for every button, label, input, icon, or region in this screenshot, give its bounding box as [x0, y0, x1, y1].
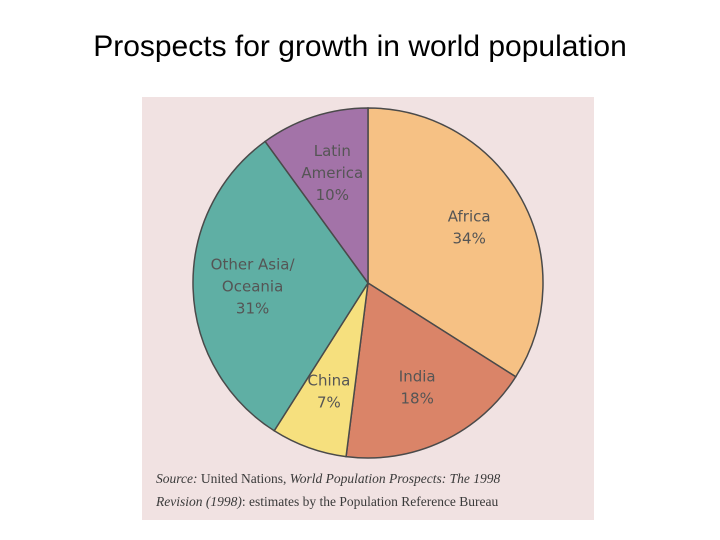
pie-chart: Africa 34% India 18% China 7% Other Asia/Ocean…: [192, 107, 544, 459]
pie-slice-1: [345, 281, 517, 459]
pie-slice-label-line: China: [307, 372, 350, 390]
source-text-2: : estimates by the Population Reference …: [241, 494, 499, 509]
pie-slice-label-1: India 18%: [399, 368, 436, 408]
source-line-1: Source: United Nations, World Population…: [156, 467, 586, 490]
source-publication: World Population Prospects: The 1998: [289, 471, 501, 486]
source-text-1: United Nations,: [197, 471, 290, 486]
pie-slice-label-3: Other Asia/Oceania 31%: [211, 256, 296, 318]
source-revision: Revision (1998): [156, 494, 242, 509]
source-note: Source: United Nations, World Population…: [156, 467, 586, 513]
pie-slice-label-line: 34%: [453, 229, 486, 247]
pie-slice-label-4: Latin America 10%: [301, 142, 363, 204]
slide-title: Prospects for growth in world population: [93, 30, 627, 63]
pie-slice-label-0: Africa 34%: [448, 207, 491, 247]
pie-slice-label-line: India: [399, 368, 436, 386]
pie-slice-label-line: Africa: [448, 207, 491, 225]
pie-chart-figure: Africa 34% India 18% China 7% Other Asia/Ocean…: [142, 97, 594, 520]
pie-slice-label-line: Oceania: [222, 278, 283, 296]
pie-slice-label-line: 10%: [316, 186, 349, 204]
pie-slice-label-line: 7%: [317, 394, 341, 412]
pie-slice-label-line: America: [301, 164, 363, 182]
source-line-2: Revision (1998): estimates by the Popula…: [156, 490, 586, 513]
source-label: Source:: [156, 471, 198, 486]
pie-slice-4: [264, 107, 369, 286]
pie-slice-0: [367, 107, 544, 378]
pie-slice-label-line: 18%: [401, 390, 434, 408]
pie-slice-label-2: China 7%: [307, 372, 350, 412]
pie-slice-label-line: 31%: [236, 300, 269, 318]
pie-slice-label-line: Latin: [314, 142, 351, 160]
pie-slice-label-line: Other Asia/: [211, 256, 296, 274]
pie-slice-3: [192, 140, 369, 432]
